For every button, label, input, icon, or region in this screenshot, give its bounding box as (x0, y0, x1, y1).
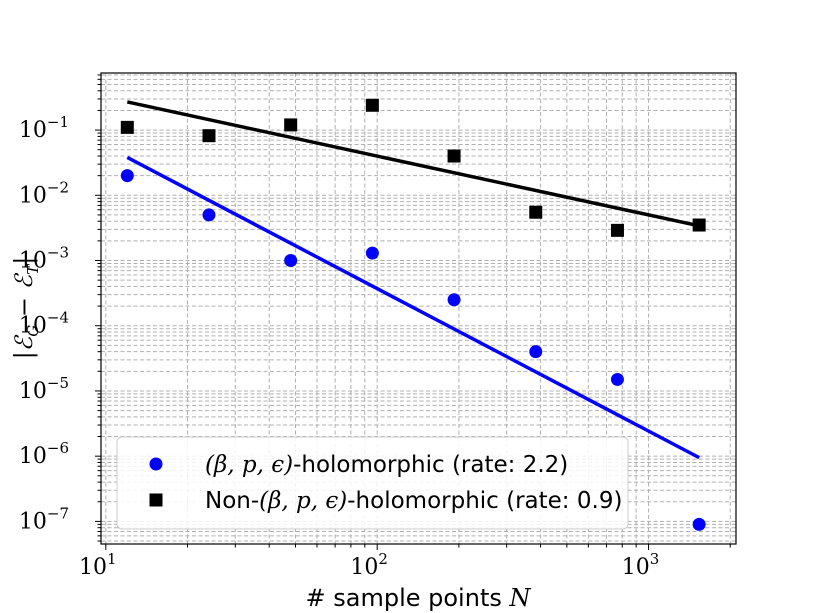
y-tick-label: 10−2 (19, 178, 69, 208)
y-tick-label: 10−7 (19, 504, 69, 534)
point-holomorphic (202, 208, 216, 222)
x-tick-label: 102 (350, 550, 388, 580)
point-non-holomorphic (692, 218, 706, 232)
point-holomorphic (610, 372, 624, 386)
point-holomorphic (529, 345, 543, 359)
y-tick-label: 10−4 (19, 309, 69, 339)
point-non-holomorphic (120, 120, 134, 134)
fit-line-holomorphic (126, 155, 700, 460)
point-holomorphic (120, 169, 134, 183)
legend-marker-square (149, 493, 163, 507)
legend-entry-holomorphic: (β, p, ϵ)-holomorphic (rate: 2.2) (205, 452, 568, 478)
ticks: 101 102 103 10−1 10−2 10−3 10−4 10−5 10−6 10−7 (19, 74, 731, 580)
point-non-holomorphic (610, 223, 624, 237)
legend-marker-circle (149, 457, 163, 471)
y-axis-title: |ℰG − ℰT| (10, 257, 42, 360)
plot-frame (100, 72, 737, 545)
point-holomorphic (447, 293, 461, 307)
x-axis-title: # sample points N (306, 584, 532, 612)
point-non-holomorphic (284, 118, 298, 132)
legend-box (116, 436, 629, 530)
y-tick-label: 10−6 (19, 439, 69, 469)
legend: (β, p, ϵ)-holomorphic (rate: 2.2) Non-(β… (116, 436, 629, 530)
point-holomorphic (365, 246, 379, 260)
point-holomorphic (284, 254, 298, 268)
y-tick-label: 10−5 (19, 374, 69, 404)
point-non-holomorphic (365, 98, 379, 112)
data-points (120, 98, 706, 531)
legend-entry-non-holomorphic: Non-(β, p, ϵ)-holomorphic (rate: 0.9) (205, 488, 622, 514)
x-tick-label: 103 (622, 550, 660, 580)
point-holomorphic (692, 517, 706, 531)
point-non-holomorphic (202, 129, 216, 143)
point-non-holomorphic (529, 205, 543, 219)
fit-lines (126, 100, 700, 460)
point-non-holomorphic (447, 149, 461, 163)
y-tick-label: 10−3 (19, 244, 69, 274)
x-tick-label: 101 (79, 550, 117, 580)
y-tick-label: 10−1 (19, 113, 69, 143)
fit-line-non-holomorphic (126, 100, 700, 228)
